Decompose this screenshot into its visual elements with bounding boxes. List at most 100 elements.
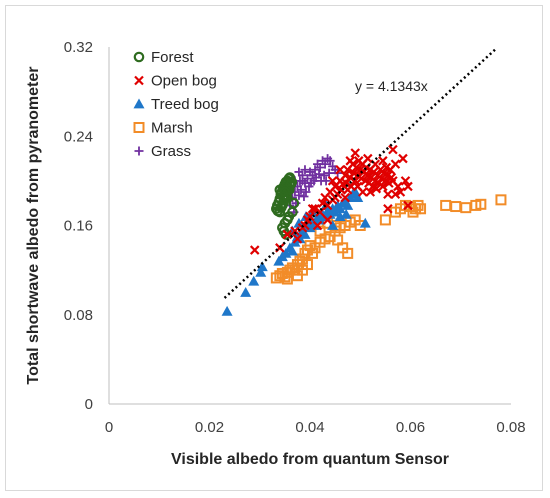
chart-frame: 0 0.02 0.04 0.06 0.08 0 0.08 0.16 0.24 0.32 Visi… [5,5,543,491]
legend-item: Forest [133,49,194,66]
data-point [299,228,311,239]
data-point [240,286,252,297]
axes [108,47,511,405]
data-point [400,176,411,186]
data-point [388,144,398,155]
data-point [390,159,401,169]
data-point [286,176,298,188]
legend-marker [134,75,144,86]
data-point [325,156,335,166]
data-point [365,187,376,197]
legend-item: Treed bog [133,96,219,113]
data-point [310,203,320,214]
legend-marker [133,51,145,63]
data-point [371,183,382,194]
data-point [300,165,310,175]
data-point [398,153,408,164]
data-point [281,273,293,285]
trendline [223,47,497,299]
scatter-chart: 0 0.02 0.04 0.06 0.08 0 0.08 0.16 0.24 0.32 Visi… [25,39,526,468]
data-point [379,214,391,226]
data-point [342,185,353,195]
legend-marker [133,122,145,133]
data-point [310,165,320,175]
data-point [319,170,329,180]
data-point [383,203,393,214]
data-point [383,189,393,200]
data-point [403,181,413,192]
data-point [350,176,361,186]
legend-item: Marsh [133,120,193,137]
data-point [335,164,345,175]
trendline-equation: y = 4.1343x [355,78,428,94]
data-point [340,192,350,203]
legend-label: Open bog [151,73,217,90]
data-point [388,176,398,186]
data-point [307,247,319,259]
data-point [415,203,427,215]
data-point [450,201,462,213]
data-point [320,159,330,169]
data-point [293,217,305,228]
data-point [340,208,352,219]
data-point [296,185,306,195]
legend-label: Marsh [151,120,193,137]
series-forest [271,172,300,240]
legend: Forest Open bog Treed bog Marsh Grass [133,49,219,160]
data-point [286,245,298,256]
data-point [403,200,413,211]
data-point [495,194,507,206]
data-points [221,144,507,316]
y-axis-title: Total shortwave albedo from pyranometer [25,67,42,385]
x-tick-label: 0.04 [295,419,324,436]
data-point [395,187,406,197]
data-point [307,203,318,214]
data-point [294,167,304,177]
data-point [327,220,339,230]
data-point [342,199,354,210]
x-tick-label: 0.08 [496,419,525,436]
series-treed-bog [221,186,371,316]
data-point [363,153,373,164]
x-tick-label: 0.02 [195,419,224,436]
data-point [312,220,323,231]
legend-label: Grass [151,143,191,160]
y-tick-labels: 0 0.08 0.16 0.24 0.32 [64,39,93,413]
legend-marker [133,98,145,109]
legend-label: Treed bog [151,96,219,113]
data-point [334,203,346,214]
data-point [378,181,388,192]
data-point [290,226,300,236]
data-point [345,156,355,166]
y-tick-label: 0.24 [64,128,93,145]
data-point [280,229,292,240]
data-point [342,247,354,259]
data-point [352,192,364,203]
x-axis-title: Visible albedo from quantum Sensor [171,451,449,468]
data-point [249,245,260,255]
data-point [256,261,268,272]
data-point [321,176,331,186]
x-tick-label: 0.06 [396,419,425,436]
data-point [294,190,304,200]
legend-item: Grass [134,143,191,160]
data-point [248,275,260,286]
data-point [378,156,388,166]
data-point [279,186,291,198]
data-point [390,189,401,200]
data-point [315,162,325,172]
data-point [440,199,452,211]
data-point [314,169,324,179]
data-point [327,176,338,186]
data-point [324,168,334,178]
data-point [309,220,321,230]
data-point [475,198,487,210]
data-point [291,270,303,282]
data-point [359,217,371,228]
data-point [299,191,309,201]
y-tick-label: 0 [85,396,93,413]
series-marsh [270,194,507,285]
y-tick-label: 0.16 [64,218,93,235]
data-point [329,206,341,217]
data-point [315,207,325,217]
